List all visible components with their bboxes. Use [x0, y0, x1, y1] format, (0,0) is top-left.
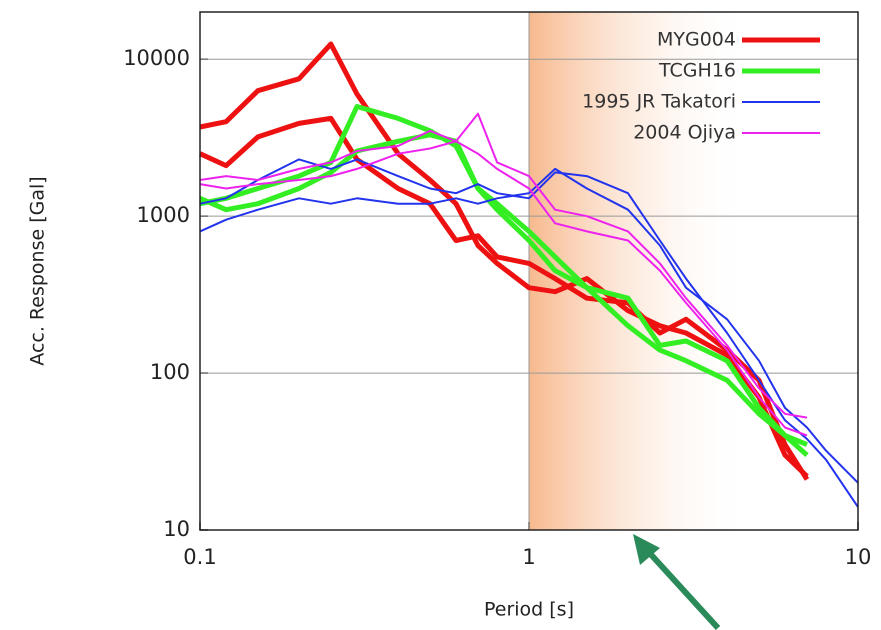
y-axis-label: Acc. Response [Gal] — [27, 176, 49, 365]
series-line — [199, 167, 859, 484]
x-tick-label: 0.1 — [183, 545, 216, 569]
series-line — [199, 140, 808, 437]
series-line — [199, 41, 809, 479]
y-tick-label: 1000 — [137, 203, 190, 227]
y-tick-label: 10 — [163, 517, 190, 541]
lines — [198, 41, 859, 508]
series-line — [198, 115, 810, 481]
y-tick-label: 10000 — [123, 46, 190, 70]
x-tick-label: 10 — [845, 545, 872, 569]
legend-label: TCGH16 — [658, 60, 736, 82]
legend-label: 2004 Ojiya — [633, 122, 736, 144]
plot-frame — [199, 11, 859, 531]
grid — [199, 12, 859, 531]
y-tick-label: 100 — [150, 360, 190, 384]
series-line — [199, 104, 809, 457]
legend-label: 1995 JR Takatori — [582, 91, 736, 113]
series-line — [199, 158, 859, 508]
series-line — [199, 112, 808, 419]
x-tick-label: 1 — [522, 545, 535, 569]
labels: 10 100 1000 10000 0.1 1 10 MYG004 TCGH16 1995 JR … — [123, 29, 871, 570]
highlight-region — [529, 12, 749, 530]
arrow — [633, 534, 721, 630]
x-axis-label: Period [s] — [484, 599, 574, 621]
legend-label: MYG004 — [657, 29, 736, 51]
series-line — [198, 132, 808, 447]
